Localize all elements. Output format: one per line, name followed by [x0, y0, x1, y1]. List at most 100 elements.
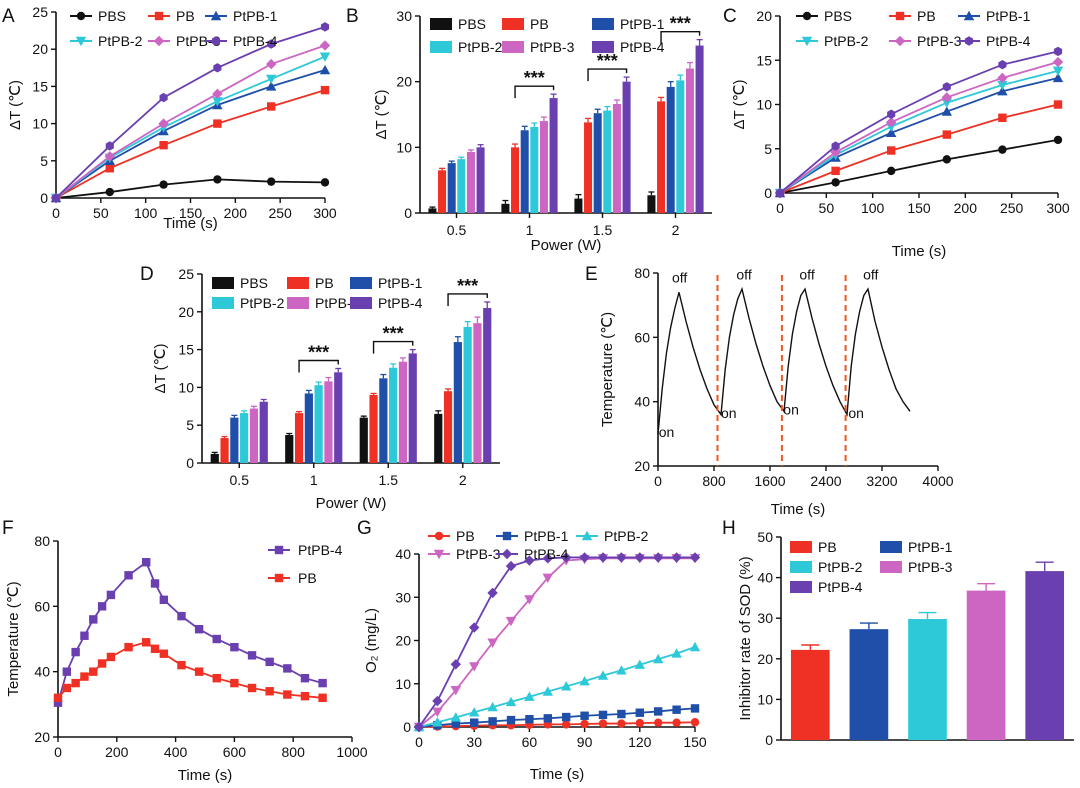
- chart-G-legend-marker: [434, 531, 444, 541]
- chart-C-legend-label: PtPB-2: [824, 33, 869, 49]
- chart-D-panel-letter: D: [140, 264, 154, 285]
- chart-G-data-point: [671, 648, 682, 658]
- chart-B: 0 10 20 30 B ΔT (℃) Power (W) 0.5 1 *** 1.5 *** 2 ***…: [346, 6, 712, 254]
- chart-F-data-point: [318, 693, 327, 702]
- chart-C-y-tick-label: 10: [756, 97, 772, 113]
- chart-G-data-point: [635, 708, 644, 717]
- chart-D-bar: [408, 353, 417, 463]
- chart-G-y-tick-label: 40: [395, 546, 411, 562]
- chart-A-x-tick-label: 150: [179, 205, 203, 221]
- chart-G-data-point: [671, 552, 682, 563]
- chart-H-legend-label: PtPB-1: [908, 539, 953, 555]
- chart-F-data-point: [300, 691, 310, 701]
- chart-A-series-line-2: [55, 69, 326, 199]
- chart-F-y-tick-label: 40: [34, 664, 50, 680]
- chart-C-x-tick-label: 200: [954, 200, 978, 216]
- chart-F-data-point: [265, 657, 274, 667]
- chart-G-x-tick-label: 150: [683, 734, 707, 750]
- chart-G-data-point: [598, 719, 608, 728]
- chart-G-data-point: [432, 717, 443, 727]
- chart-C-legend-label: PtPB-1: [986, 8, 1031, 24]
- chart-G-series-line-4: [418, 556, 695, 728]
- chart-C-data-point: [942, 155, 951, 164]
- chart-C-x-tick-label: 250: [1000, 200, 1024, 216]
- chart-G-data-point: [616, 665, 627, 675]
- chart-D-legend-label: PtPB-2: [240, 295, 285, 311]
- chart-H-y-tick-label: 40: [757, 570, 773, 586]
- chart-H-panel-letter: H: [722, 518, 736, 539]
- chart-H-y-axis-label: Inhibitor rate of SOD (%): [737, 556, 754, 720]
- chart-A-data-point: [159, 180, 168, 189]
- chart-D-legend-label: PtPB-1: [378, 275, 423, 291]
- chart-H-bar: [908, 619, 947, 740]
- chart-G-data-point: [487, 701, 498, 712]
- chart-B-bar: [657, 101, 666, 213]
- chart-G-data-point: [617, 719, 626, 728]
- chart-A-y-tick-label: 0: [40, 190, 48, 206]
- chart-F-x-tick-label: 0: [54, 744, 62, 760]
- chart-A-data-point: [213, 175, 222, 184]
- chart-C-data-point: [942, 130, 951, 139]
- chart-C-data-point: [998, 113, 1007, 122]
- chart-C-data-point: [831, 178, 840, 187]
- chart-H-bar: [790, 649, 830, 740]
- chart-G-x-axis-label: Time (s): [530, 766, 584, 783]
- chart-E-x-axis-label: Time (s): [771, 501, 825, 518]
- chart-G-data-point: [505, 696, 517, 707]
- chart-G-data-point: [635, 718, 644, 728]
- chart-G-data-point: [524, 595, 535, 605]
- chart-B-bar: [549, 98, 558, 213]
- chart-H-legend-label: PtPB-4: [818, 579, 863, 595]
- chart-E-x-tick-label: 800: [702, 473, 726, 489]
- chart-D-significance-bracket: [372, 340, 414, 354]
- chart-C-y-axis-label: ΔT (℃): [731, 80, 748, 130]
- chart-C-data-point: [886, 117, 897, 128]
- chart-D-bar: [359, 417, 368, 463]
- chart-A-data-point: [213, 119, 222, 128]
- chart-E-y-axis-label: Temperature (℃): [599, 312, 616, 427]
- chart-A-data-point: [267, 39, 276, 49]
- chart-D-bar: [483, 308, 492, 463]
- chart-B-x-axis-label: Power (W): [531, 237, 602, 254]
- chart-D-bar: [434, 413, 443, 463]
- chart-C-legend-label: PtPB-4: [986, 33, 1031, 49]
- chart-G-legend-label: PtPB-2: [604, 528, 649, 544]
- chart-F-data-point: [80, 631, 89, 640]
- chart-G-data-point: [450, 686, 461, 696]
- chart-F-data-point: [300, 674, 310, 683]
- chart-G-x-tick-label: 60: [522, 734, 538, 750]
- chart-F-data-point: [71, 647, 80, 657]
- chart-F-y-axis-label: Temperature (℃): [5, 581, 22, 696]
- chart-G-data-point: [672, 705, 681, 714]
- chart-A-legend-label: PtPB-3: [176, 33, 221, 49]
- chart-G-y-tick-label: 10: [395, 676, 411, 692]
- chart-C-y-tick-label: 0: [764, 185, 772, 201]
- chart-B-significance-bracket: [587, 68, 628, 82]
- chart-D-significance-label: ***: [308, 343, 329, 363]
- chart-A-data-point: [266, 58, 277, 70]
- chart-E-panel-letter: E: [585, 264, 598, 285]
- chart-F-data-point: [150, 644, 160, 653]
- chart-F-data-point: [194, 667, 204, 676]
- chart-E-annotation: off: [863, 266, 878, 282]
- chart-D-legend-swatch: [350, 297, 372, 309]
- chart-G-x-tick-label: 30: [466, 734, 482, 750]
- chart-H-legend-swatch: [790, 561, 812, 573]
- chart-A-x-tick-label: 50: [93, 205, 109, 221]
- chart-G-legend-marker: [433, 549, 445, 560]
- chart-F-data-point: [150, 579, 160, 588]
- chart-C-y-tick-label: 20: [756, 8, 772, 24]
- chart-C-data-point: [775, 188, 785, 198]
- chart-B-legend-swatch: [502, 41, 524, 53]
- chart-D-bar: [304, 393, 313, 463]
- chart-C-legend-marker: [964, 36, 974, 46]
- chart-F-legend-label: PB: [298, 570, 317, 586]
- chart-F-y-tick-label: 80: [34, 533, 50, 549]
- chart-G-series-line-2: [418, 646, 696, 728]
- chart-B-legend-label: PtPB-1: [620, 16, 665, 32]
- chart-H-bar: [966, 590, 1006, 740]
- chart-A-series-line-5: [55, 26, 326, 199]
- chart-D-x-tick-label: 0.5: [230, 472, 250, 488]
- chart-G-data-point: [488, 717, 497, 726]
